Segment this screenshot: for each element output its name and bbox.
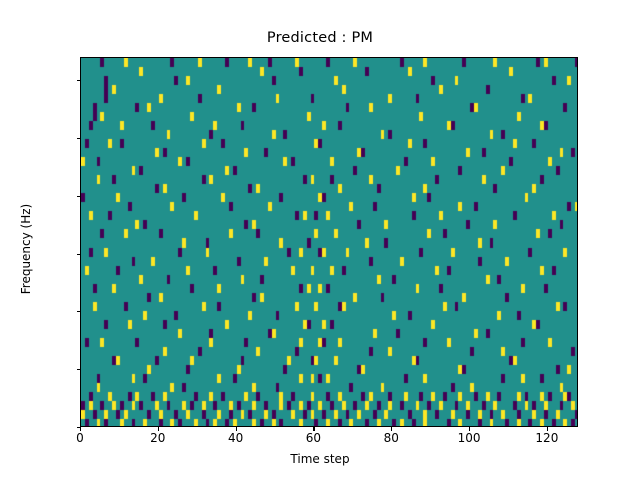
x-tick-label: 40 [227,431,244,445]
y-tick-mark [76,311,80,313]
x-tick-label: 80 [383,431,399,445]
heatmap-image [81,58,577,426]
x-tick-label: 20 [150,431,166,445]
x-tick-mark [235,427,237,431]
y-tick-mark [76,137,80,140]
y-tick-mark [76,427,80,429]
x-tick-mark [391,427,393,431]
y-axis-label: Frequency (Hz) [19,203,33,295]
x-tick-label: 0 [76,431,84,445]
x-axis-label: Time step [290,452,350,466]
x-tick-label: 120 [535,431,559,445]
y-tick-mark [76,195,80,197]
x-tick-label: 60 [305,431,322,445]
x-tick-mark [546,427,548,431]
x-tick-mark [80,427,82,431]
y-tick-mark [76,80,80,82]
y-tick-mark [76,253,80,255]
y-tick-mark [76,369,80,371]
x-tick-mark [157,427,159,431]
chart-title: Predicted : PM [266,30,374,46]
heatmap-axes [80,57,578,427]
x-tick-mark [313,427,315,431]
x-tick-label: 100 [457,431,481,445]
x-tick-mark [469,427,471,431]
